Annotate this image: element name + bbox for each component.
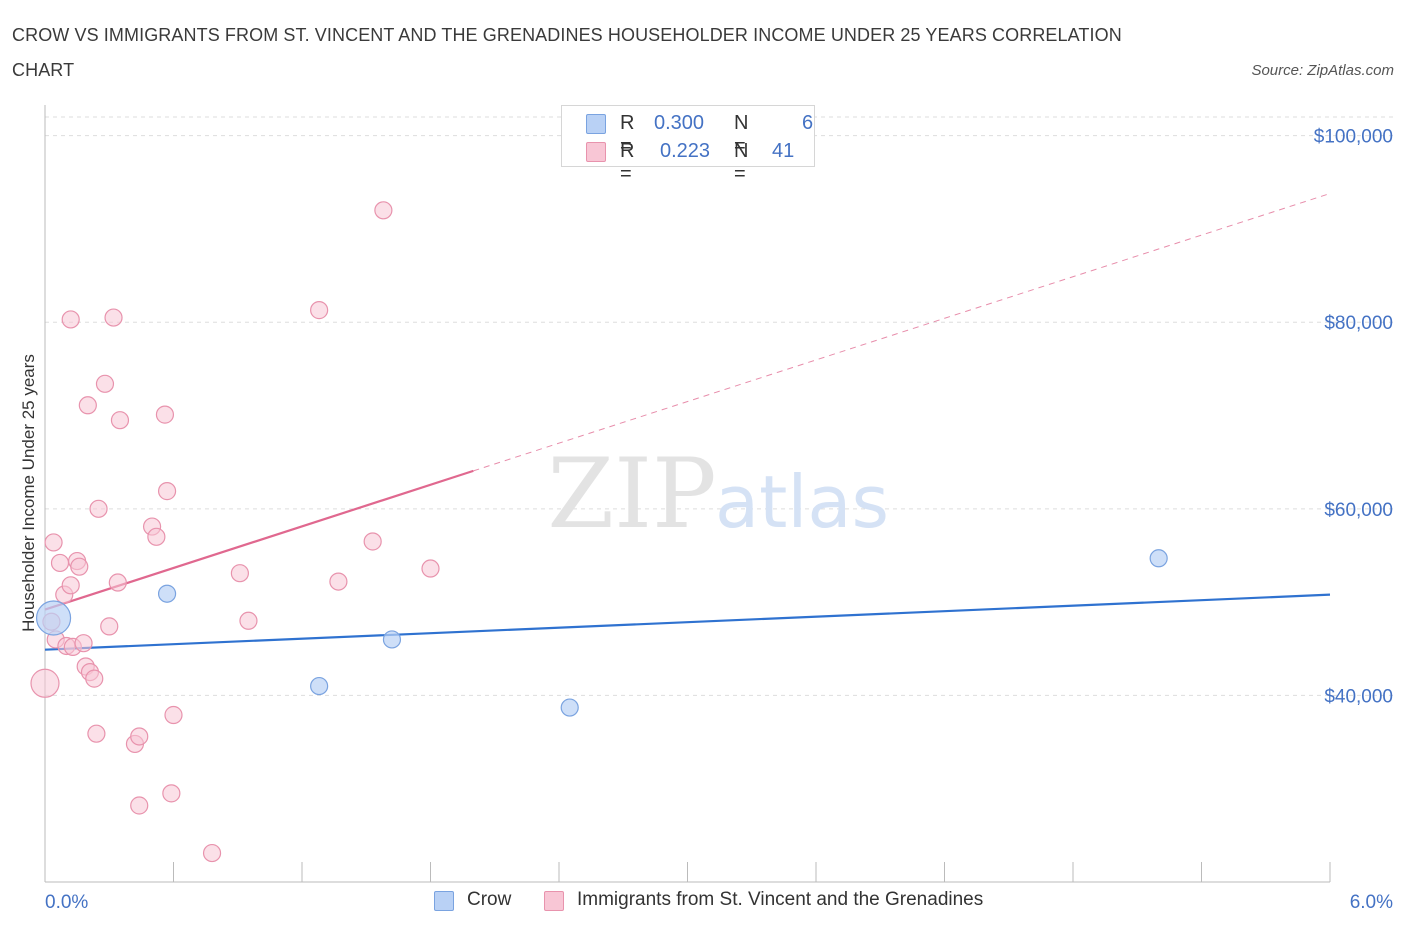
legend-n-label: N = (734, 140, 749, 185)
watermark-zip: ZIP (547, 438, 716, 550)
data-point-crow (382, 630, 402, 649)
bottom-legend-swatch-crow (434, 891, 454, 911)
trend-line-crow (44, 593, 1331, 651)
data-point-immigrants (130, 796, 149, 815)
data-point-immigrants (421, 559, 440, 578)
data-point-crow (1149, 549, 1168, 568)
legend-r-value: 0.223 (660, 140, 711, 162)
data-point-immigrants (239, 611, 258, 630)
tick-labels: $40,000 $60,000 $80,000 $100,000 0.0% 6.0% (45, 127, 1393, 913)
data-point-immigrants (100, 617, 119, 636)
data-point-crow (35, 600, 72, 636)
data-point-immigrants (363, 532, 382, 551)
data-point-immigrants (110, 411, 130, 430)
data-point-immigrants (202, 843, 222, 863)
data-point-crow (310, 676, 329, 696)
data-point-immigrants (329, 572, 348, 591)
data-point-immigrants (85, 669, 104, 688)
legend-n-value: 6 (802, 112, 814, 134)
data-point-immigrants (162, 784, 181, 803)
data-point-immigrants (44, 533, 63, 552)
data-point-immigrants (30, 668, 60, 698)
data-point-immigrants (70, 557, 89, 576)
data-point-immigrants (155, 405, 175, 424)
legend-n-value: 41 (772, 140, 795, 162)
y-tick-label: $40,000 (1324, 686, 1393, 707)
data-point-immigrants (61, 310, 80, 329)
legend-n-label: N = (734, 112, 749, 157)
legend-swatch-immigrants (586, 142, 606, 162)
y-axis-label: Householder Income Under 25 years (19, 354, 38, 632)
data-points (30, 201, 1168, 863)
source-label: Source: ZipAtlas.com (1251, 62, 1394, 79)
data-point-immigrants (95, 374, 115, 393)
axes (44, 105, 1331, 883)
bottom-legend-label-crow: Crow (467, 889, 512, 910)
x-tick-label: 0.0% (45, 892, 88, 913)
bottom-legend-label-immigrants: Immigrants from St. Vincent and the Gren… (577, 889, 984, 910)
data-point-crow (560, 698, 579, 717)
legend-r-value: 0.300 (654, 112, 705, 134)
data-point-immigrants (87, 724, 106, 743)
bottom-legend-swatch-immigrants (544, 891, 564, 911)
data-point-immigrants (74, 634, 93, 653)
legend-r-label: R = (620, 112, 635, 157)
watermark-atlas: atlas (715, 460, 889, 544)
y-tick-label: $100,000 (1314, 127, 1393, 148)
y-tick-label: $60,000 (1324, 500, 1393, 521)
data-point-immigrants (78, 396, 97, 415)
grid-lines (45, 116, 1395, 696)
data-point-immigrants (130, 727, 149, 746)
data-point-immigrants (108, 573, 127, 592)
data-point-crow (157, 584, 177, 603)
legend-r-label: R = (620, 140, 635, 185)
data-point-immigrants (104, 308, 123, 327)
correlation-legend: R = 0.300 N = 6 R = 0.223 N = 41 (561, 105, 815, 185)
data-point-immigrants (310, 301, 329, 320)
x-tick-label: 6.0% (1350, 892, 1393, 913)
data-point-immigrants (50, 553, 70, 573)
data-point-immigrants (61, 576, 80, 595)
trend-line-immigrants-extension (473, 193, 1331, 472)
chart-title: CROW VS IMMIGRANTS FROM ST. VINCENT AND … (12, 25, 1122, 80)
legend-swatch-crow (586, 114, 606, 134)
data-point-immigrants (230, 564, 249, 583)
data-point-immigrants (157, 482, 177, 501)
data-point-immigrants (164, 705, 183, 725)
data-point-immigrants (147, 527, 166, 546)
data-point-immigrants (89, 499, 108, 518)
y-tick-label: $80,000 (1324, 313, 1393, 334)
trend-line-immigrants (44, 469, 474, 611)
data-point-immigrants (374, 201, 393, 220)
